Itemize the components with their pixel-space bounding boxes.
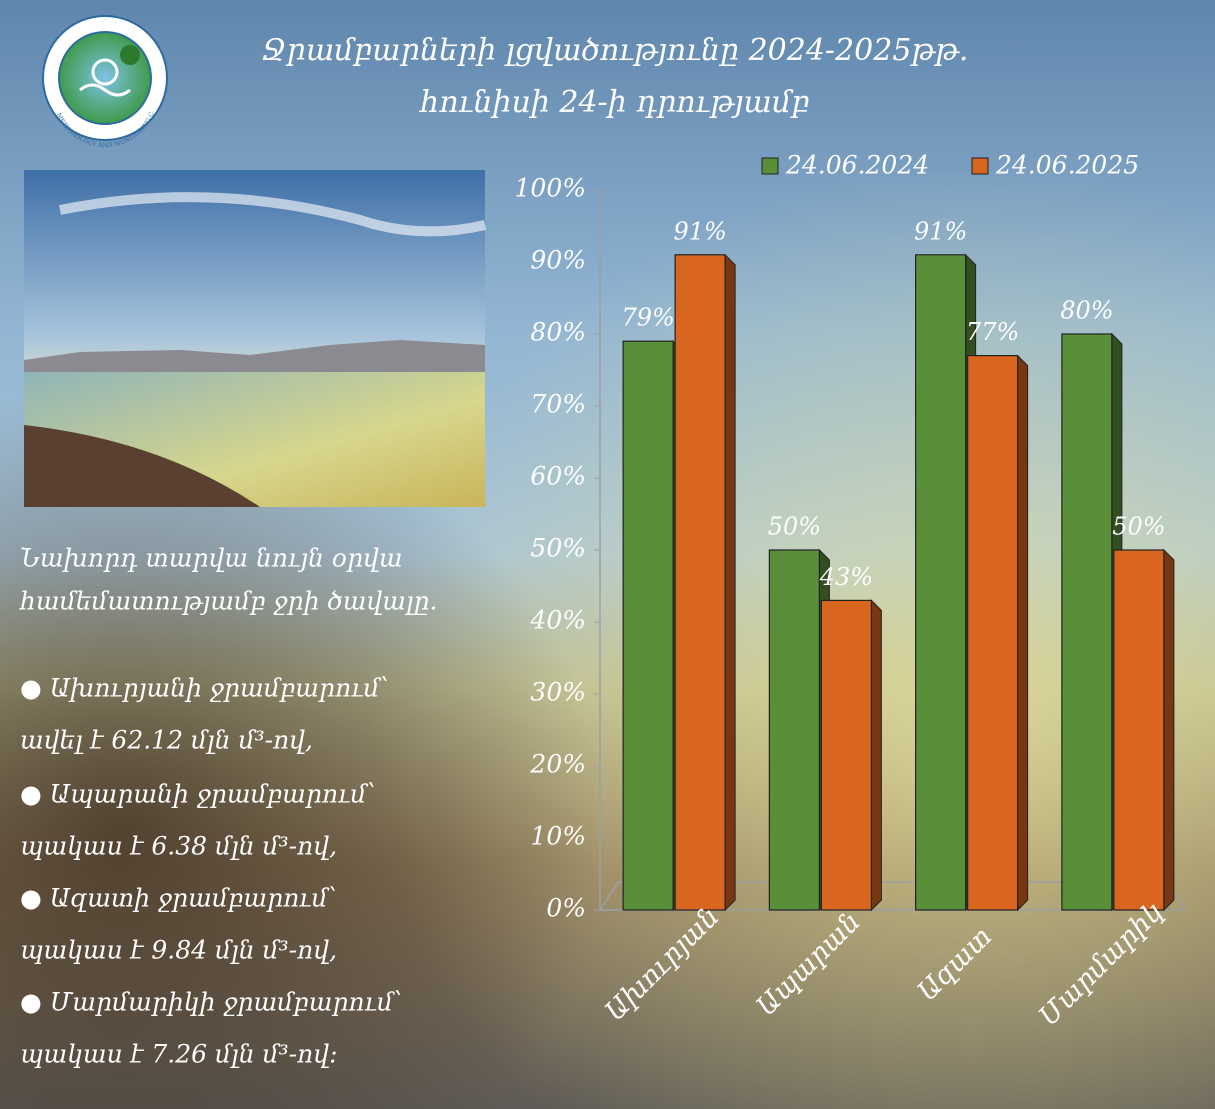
bar — [1113, 549, 1165, 911]
bar-side — [1017, 354, 1029, 912]
description-line: ● Ազատի ջրամբարում՝ — [20, 884, 337, 913]
value-label: 50% — [1112, 513, 1165, 541]
legend-swatch — [761, 157, 779, 175]
y-tick-label: 100% — [515, 174, 586, 203]
bar — [622, 340, 674, 911]
logo: HYDROMETEOROLOGY AND MONITORING CENTER — [0, 0, 168, 148]
y-tick-label: 50% — [530, 534, 586, 563]
title-line: Ջրամբարների լցվածությունը 2024-2025թթ. — [262, 33, 969, 68]
y-tick-label: 30% — [530, 678, 586, 707]
value-label: 43% — [819, 563, 873, 591]
chart: 0%10%20%30%40%50%60%70%80%90%100%79%91%Ա… — [515, 151, 1187, 1032]
description-line: պակաս է 7.26 մլն մ³-ով: — [20, 1040, 338, 1069]
y-tick-label: 10% — [530, 822, 586, 851]
description-line: ավել է 62.12 մլն մ³-ով, — [20, 726, 313, 755]
bar — [915, 254, 967, 911]
bar — [820, 599, 872, 911]
legend-label: 24.06.2024 — [785, 151, 929, 180]
legend-label: 24.06.2025 — [995, 151, 1139, 180]
y-tick-label: 0% — [546, 894, 586, 923]
value-label: 91% — [914, 217, 967, 245]
description-line: Նախորդ տարվա նույն օրվա — [20, 544, 403, 573]
bar — [768, 549, 820, 911]
value-label: 80% — [1060, 297, 1113, 325]
y-tick-label: 60% — [530, 462, 586, 491]
description-line: ● Մարմարիկի ջրամբարում՝ — [20, 988, 402, 1017]
value-label: 50% — [768, 513, 821, 541]
value-label: 77% — [966, 318, 1019, 346]
bar — [674, 254, 726, 911]
value-label: 79% — [621, 304, 674, 332]
value-label: 91% — [673, 217, 726, 245]
y-tick-label: 70% — [530, 390, 586, 419]
bar-side — [1163, 548, 1175, 912]
description-line: պակաս է 9.84 մլն մ³-ով, — [20, 936, 337, 965]
bar — [1061, 333, 1113, 911]
y-tick-label: 80% — [530, 318, 586, 347]
legend-swatch — [971, 157, 989, 175]
y-tick-label: 90% — [530, 246, 586, 275]
description-line: համեմատությամբ ջրի ծավալը. — [18, 587, 437, 616]
bar-side — [870, 599, 882, 912]
photo — [24, 170, 487, 507]
description-line: ● Ապարանի ջրամբարում՝ — [20, 780, 376, 809]
y-tick-label: 20% — [529, 750, 586, 779]
y-tick-label: 40% — [529, 606, 586, 635]
bar — [967, 355, 1019, 911]
description-line: պակաս է 6.38 մլն մ³-ով, — [20, 832, 337, 861]
description-line: ● Ախուրյանի ջրամբարում՝ — [20, 674, 389, 703]
title-line: հունիսի 24-ի դրությամբ — [418, 85, 809, 120]
bar-side — [724, 253, 736, 912]
description: Նախորդ տարվա նույն օրվա համեմատությամբ ջր… — [18, 544, 437, 1069]
